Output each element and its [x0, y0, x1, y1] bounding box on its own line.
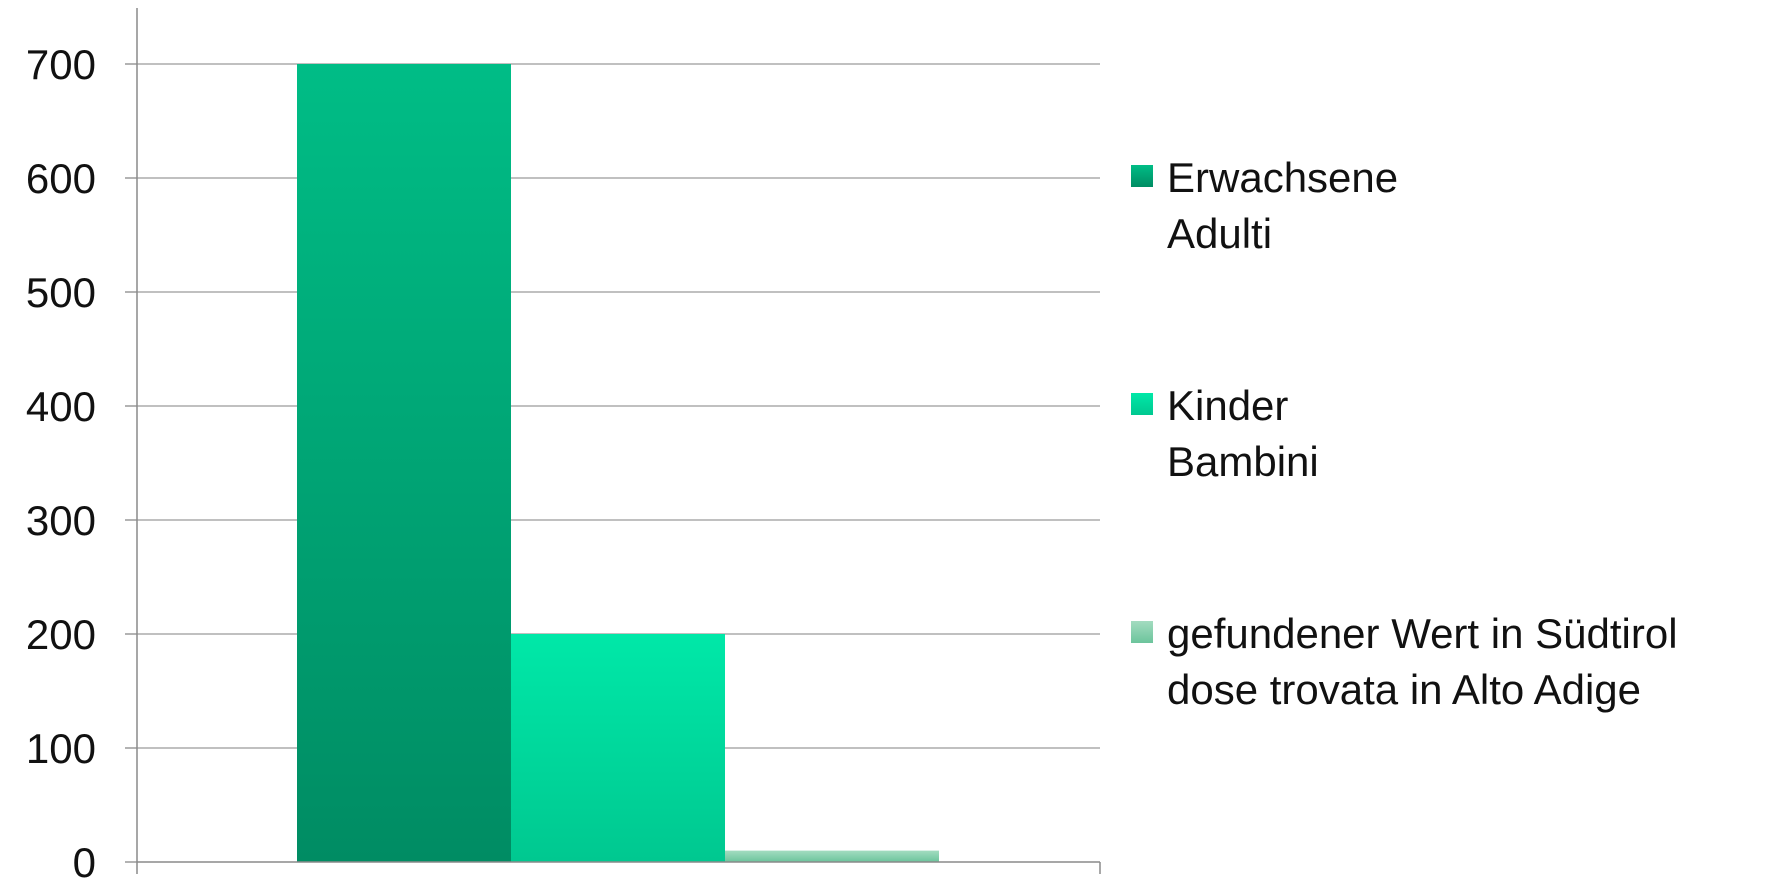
legend: Erwachsene Adulti Kinder Bambini gefundener …	[1131, 154, 1678, 713]
legend-label-3: gefundener Wert in Südtirol dose trovata …	[1167, 610, 1678, 713]
y-tick-label-700: 700	[26, 41, 96, 88]
legend-label-2: Kinder Bambini	[1167, 382, 1319, 485]
axes: 0 100 200 300 400 500 600 700	[26, 8, 1101, 885]
bar-series-2	[511, 634, 725, 862]
bars	[297, 64, 939, 862]
legend-swatch-2	[1131, 393, 1153, 415]
y-tick-label-600: 600	[26, 155, 96, 202]
legend-swatch-1	[1131, 165, 1153, 187]
y-tick-label-400: 400	[26, 383, 96, 430]
y-tick-label-0: 0	[73, 839, 96, 880]
legend-label-1: Erwachsene Adulti	[1167, 154, 1398, 257]
legend-swatch-3	[1131, 621, 1153, 643]
y-tick-label-300: 300	[26, 497, 96, 544]
bar-series-3	[725, 850, 939, 862]
y-tick-label-500: 500	[26, 269, 96, 316]
bar-series-1	[297, 64, 511, 862]
y-tick-label-100: 100	[26, 725, 96, 772]
y-tick-label-200: 200	[26, 611, 96, 658]
